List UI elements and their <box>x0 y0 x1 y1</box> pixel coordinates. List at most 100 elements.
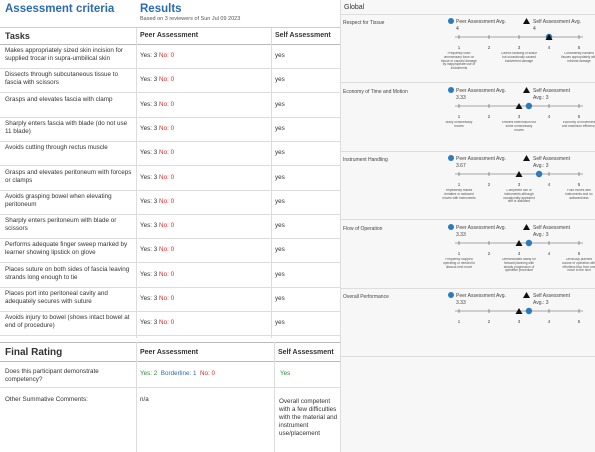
peer-no: No: 0 <box>159 246 175 254</box>
peer-result: Yes: 3 No: 0 <box>140 125 174 132</box>
comments-label: Other Summative Comments: <box>5 396 88 403</box>
global-dimension: Economy of Time and Motion Peer Assessmen… <box>341 84 595 152</box>
tick-label: 3 <box>518 45 521 50</box>
competency-self-answer: Yes <box>280 370 291 377</box>
tick-label: 4 <box>548 251 551 256</box>
self-average-marker <box>515 239 523 246</box>
task-name: Dissects through subcutaneous tissue to … <box>5 71 119 87</box>
peer-legend-label: Peer Assessment Avg. <box>456 293 506 299</box>
final-rating-title: Final Rating <box>5 347 63 358</box>
self-result: yes <box>275 319 285 327</box>
peer-no: No: 0 <box>159 76 175 84</box>
dimension-name: Economy of Time and Motion <box>343 88 408 95</box>
task-name: Performs adequate finger sweep marked by… <box>5 241 128 257</box>
anchor-description: Fluid moves with instruments and no awkw… <box>565 189 593 200</box>
scale-anchor-text: Careful handling of tissue but occasiona… <box>501 52 537 63</box>
table-row: Places port into peritoneal cavity and a… <box>0 288 340 312</box>
peer-result: Yes: 3 No: 0 <box>140 295 174 302</box>
tick-label: 5 <box>578 45 581 50</box>
results-title: Results <box>140 3 182 15</box>
global-dimension: Overall Performance Peer Assessment Avg. 3… <box>341 289 595 357</box>
peer-legend-marker <box>448 86 454 93</box>
peer-yes: Yes: 3 <box>140 197 158 205</box>
scale-anchor-text: Competent use of instruments although oc… <box>503 189 535 203</box>
column-header: Tasks Peer Assessment Self Assessment <box>0 28 340 45</box>
scale-anchor-text: Demonstrated ability for forward plannin… <box>502 257 536 272</box>
peer-average-value: 3.33 <box>456 300 466 306</box>
peer-average-value: 3.33 <box>456 95 466 101</box>
global-ratings-panel: Global Respect for Tissue Peer Assessment… <box>340 0 595 452</box>
panel-header: Assessment criteria Results Based on 3 r… <box>0 0 340 28</box>
self-result: yes <box>275 76 285 84</box>
tick-label: 5 <box>578 182 581 187</box>
peer-average-marker <box>535 170 543 178</box>
peer-yes-count: Yes: 2 <box>140 370 158 377</box>
task-name: Avoids cutting through rectus muscle <box>5 144 108 152</box>
tick-label: 3 <box>518 114 521 119</box>
scale-anchor-text: Repeatedly makes tentative or awkward mo… <box>442 189 475 200</box>
scale-anchor-text: Fluid moves with instruments and no awkw… <box>565 189 593 200</box>
divider <box>274 342 275 452</box>
dimension-name: Respect for Tissue <box>343 20 385 26</box>
table-row: Avoids injury to bowel (shows intact bow… <box>0 312 340 337</box>
peer-no: No: 0 <box>159 100 175 108</box>
tick-label: 3 <box>518 319 521 324</box>
tick-label: 5 <box>578 114 581 119</box>
peer-average-marker <box>525 239 533 246</box>
anchor-description: Consistently handled tissues appropriate… <box>561 52 595 63</box>
task-name: Grasps and elevates fascia with clamp <box>5 95 113 103</box>
tick-label: 3 <box>518 182 521 187</box>
anchor-description: Frequently stopped operating or needed t… <box>442 257 476 269</box>
divider <box>271 28 272 338</box>
peer-comments: n/a <box>140 396 149 403</box>
self-legend-label: Self Assessment <box>533 225 571 231</box>
table-row: Performs adequate finger sweep marked by… <box>0 239 340 264</box>
rating-scale: Peer Assessment Avg.3.33 Self AssessmentA… <box>445 86 595 132</box>
assessment-panel: Assessment criteria Results Based on 3 r… <box>0 0 340 452</box>
tick-label: 2 <box>488 251 491 256</box>
dimension-name: Overall Performance <box>343 294 389 300</box>
tick-label: 4 <box>548 319 551 324</box>
peer-legend-marker <box>448 18 454 24</box>
peer-no: No: 0 <box>159 319 175 327</box>
scale-anchor-text: Efficient time/motion but some unnecessa… <box>502 121 536 132</box>
scale-anchor-text: Economy of movement and maximum efficien… <box>562 121 595 128</box>
peer-result: Yes: 3 No: 0 <box>140 271 174 278</box>
competency-peer-answer: Yes: 2 Borderline: 1 No: 0 <box>140 370 215 377</box>
dimension-name: Instrument Handling <box>343 157 388 163</box>
divider <box>136 28 137 338</box>
scale-anchor-text: Obviously planned course of operation wi… <box>562 258 595 272</box>
tick-label: 1 <box>458 182 461 187</box>
table-row: Makes appropriately sized skin incision … <box>0 45 340 69</box>
peer-yes: Yes: 3 <box>140 246 158 254</box>
self-result: yes <box>275 124 285 132</box>
peer-yes: Yes: 3 <box>140 270 158 278</box>
self-average-value: Avg.: 3 <box>533 232 549 238</box>
self-average-marker <box>545 34 553 40</box>
peer-assessment-header: Peer Assessment <box>140 32 199 39</box>
self-legend-label: Self Assessment <box>533 156 571 162</box>
peer-no: No: 0 <box>159 197 175 205</box>
anchor-description: Many unnecessary moves <box>445 120 473 128</box>
task-name: Grasps and elevates peritoneum with forc… <box>5 168 132 184</box>
peer-no: No: 0 <box>159 295 175 302</box>
peer-result: Yes: 3 No: 0 <box>140 101 174 108</box>
task-name: Places port into peritoneal cavity and a… <box>5 290 108 305</box>
task-name: Avoids grasping bowel when elevating per… <box>5 192 112 208</box>
peer-legend-marker <box>448 223 454 230</box>
self-average-value: Avg.: 3 <box>533 95 549 101</box>
peer-yes: Yes: 3 <box>140 173 158 181</box>
self-average-value: 4 <box>533 26 536 32</box>
anchor-description: Demonstrated ability for forward plannin… <box>502 257 536 272</box>
peer-no-count: No: 0 <box>199 370 216 377</box>
peer-no: No: 0 <box>159 52 175 59</box>
rating-scale: Peer Assessment Avg.3.33 Self AssessmentA… <box>448 292 583 324</box>
peer-yes: Yes: 3 <box>140 319 158 327</box>
scale-anchor-text: Frequently stopped operating or needed t… <box>442 257 476 269</box>
peer-legend-label: Peer Assessment Avg. <box>456 88 506 94</box>
global-dimension: Instrument Handling Peer Assessment Avg. 3… <box>341 152 595 220</box>
tick-label: 2 <box>488 182 491 187</box>
competency-row: Does this participant demonstrate compet… <box>0 363 340 388</box>
peer-yes: Yes: 3 <box>140 76 158 84</box>
scale-anchor-text: Consistently handled tissues appropriate… <box>561 52 595 63</box>
